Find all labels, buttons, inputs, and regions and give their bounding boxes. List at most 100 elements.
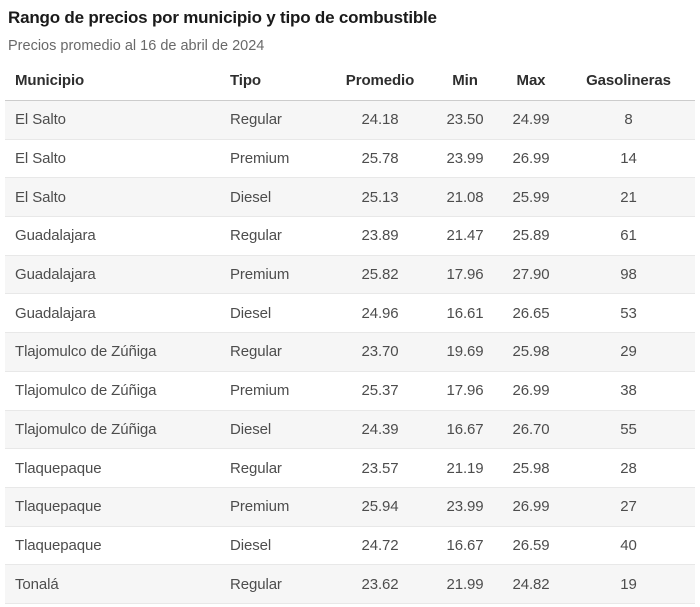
table-cell: 16.61 — [430, 293, 500, 334]
table-cell: 14 — [562, 139, 695, 179]
table-cell: Premium — [220, 487, 330, 527]
table-cell: 26.59 — [500, 526, 562, 566]
table-cell: 23.99 — [430, 487, 500, 527]
table-cell: El Salto — [5, 177, 220, 218]
column-header-tipo: Tipo — [220, 62, 330, 101]
table-cell: 26.99 — [500, 487, 562, 527]
table-cell: 24.18 — [330, 100, 430, 140]
column-header-min: Min — [430, 62, 500, 101]
table-row: Tlajomulco de Zúñiga Regular 23.70 19.69 25.… — [5, 332, 695, 372]
table-cell: Tlaquepaque — [5, 487, 220, 527]
table-cell: 19 — [562, 564, 695, 604]
table-cell: 29 — [562, 332, 695, 372]
column-header-municipio: Municipio — [5, 62, 220, 101]
table-cell: 25.13 — [330, 177, 430, 218]
table-cell: Premium — [220, 139, 330, 179]
column-header-gasolineras: Gasolineras — [562, 62, 695, 101]
table-row: Guadalajara Premium 25.82 17.96 27.90 98 — [5, 255, 695, 295]
table-cell: 25.94 — [330, 487, 430, 527]
table-cell: Diesel — [220, 293, 330, 334]
table-cell: 16.67 — [430, 526, 500, 566]
table-cell: Guadalajara — [5, 255, 220, 295]
table-row: Tlaquepaque Regular 23.57 21.19 25.98 28 — [5, 448, 695, 488]
chart-subtitle: Precios promedio al 16 de abril de 2024 — [8, 38, 265, 54]
table-row: Guadalajara Regular 23.89 21.47 25.89 61 — [5, 216, 695, 256]
table-cell: Premium — [220, 255, 330, 295]
table-cell: 40 — [562, 526, 695, 566]
table-row: Tlaquepaque Premium 25.94 23.99 26.99 27 — [5, 487, 695, 527]
table-cell: 25.89 — [500, 216, 562, 256]
table-row: El Salto Diesel 25.13 21.08 25.99 21 — [5, 177, 695, 218]
table-cell: 26.65 — [500, 293, 562, 334]
table-cell: 53 — [562, 293, 695, 334]
table-cell: 26.99 — [500, 371, 562, 411]
table-cell: 19.69 — [430, 332, 500, 372]
table-cell: 23.57 — [330, 448, 430, 488]
table-cell: Tlajomulco de Zúñiga — [5, 332, 220, 372]
table-cell: 26.70 — [500, 410, 562, 450]
table-cell: 24.72 — [330, 526, 430, 566]
table-cell: Diesel — [220, 410, 330, 450]
table-row: El Salto Regular 24.18 23.50 24.99 8 — [5, 100, 695, 140]
table-cell: Regular — [220, 448, 330, 488]
table-cell: Guadalajara — [5, 216, 220, 256]
table-cell: Regular — [220, 332, 330, 372]
table-cell: Regular — [220, 216, 330, 256]
table-row: Tonalá Regular 23.62 21.99 24.82 19 — [5, 564, 695, 604]
table-cell: 25.98 — [500, 448, 562, 488]
table-cell: 25.98 — [500, 332, 562, 372]
table-cell: 55 — [562, 410, 695, 450]
table-cell: 23.99 — [430, 139, 500, 179]
table-cell: 98 — [562, 255, 695, 295]
table-cell: 17.96 — [430, 255, 500, 295]
table-cell: Tlaquepaque — [5, 448, 220, 488]
table-cell: 28 — [562, 448, 695, 488]
column-header-promedio: Promedio — [330, 62, 430, 101]
table-row: Tlaquepaque Diesel 24.72 16.67 26.59 40 — [5, 526, 695, 566]
table-cell: Diesel — [220, 177, 330, 218]
table-cell: 25.78 — [330, 139, 430, 179]
table-cell: Tonalá — [5, 564, 220, 604]
table-cell: 21.19 — [430, 448, 500, 488]
table-cell: Diesel — [220, 526, 330, 566]
chart-title: Rango de precios por municipio y tipo de… — [8, 8, 437, 27]
table-cell: 16.67 — [430, 410, 500, 450]
table-cell: 23.50 — [430, 100, 500, 140]
table-cell: 23.70 — [330, 332, 430, 372]
table-cell: 24.99 — [500, 100, 562, 140]
table-header-row: Municipio Tipo Promedio Min Max Gasolineras — [5, 62, 695, 101]
table-cell: 23.62 — [330, 564, 430, 604]
price-table: Municipio Tipo Promedio Min Max Gasolineras E… — [5, 62, 695, 604]
table-cell: 24.39 — [330, 410, 430, 450]
table-row: Tlajomulco de Zúñiga Premium 25.37 17.96 26.… — [5, 371, 695, 411]
table-cell: Tlaquepaque — [5, 526, 220, 566]
table-cell: 27.90 — [500, 255, 562, 295]
column-header-max: Max — [500, 62, 562, 101]
table-cell: 61 — [562, 216, 695, 256]
table-row: Tlajomulco de Zúñiga Diesel 24.39 16.67 26.7… — [5, 410, 695, 450]
table-cell: 26.99 — [500, 139, 562, 179]
table-cell: 25.99 — [500, 177, 562, 218]
table-cell: Regular — [220, 564, 330, 604]
table-cell: 21 — [562, 177, 695, 218]
table-cell: 21.47 — [430, 216, 500, 256]
table-body: El Salto Regular 24.18 23.50 24.99 8 El Salto P… — [5, 100, 695, 604]
table-cell: 38 — [562, 371, 695, 411]
table-cell: 23.89 — [330, 216, 430, 256]
table-cell: 21.99 — [430, 564, 500, 604]
table-cell: Tlajomulco de Zúñiga — [5, 410, 220, 450]
table-cell: Regular — [220, 100, 330, 140]
table-cell: 25.37 — [330, 371, 430, 411]
table-cell: 8 — [562, 100, 695, 140]
table-cell: 25.82 — [330, 255, 430, 295]
table-row: El Salto Premium 25.78 23.99 26.99 14 — [5, 139, 695, 179]
table-cell: 17.96 — [430, 371, 500, 411]
table-cell: 24.82 — [500, 564, 562, 604]
table-cell: El Salto — [5, 100, 220, 140]
table-cell: Tlajomulco de Zúñiga — [5, 371, 220, 411]
table-cell: 27 — [562, 487, 695, 527]
table-cell: Guadalajara — [5, 293, 220, 334]
table-cell: El Salto — [5, 139, 220, 179]
table-cell: 24.96 — [330, 293, 430, 334]
